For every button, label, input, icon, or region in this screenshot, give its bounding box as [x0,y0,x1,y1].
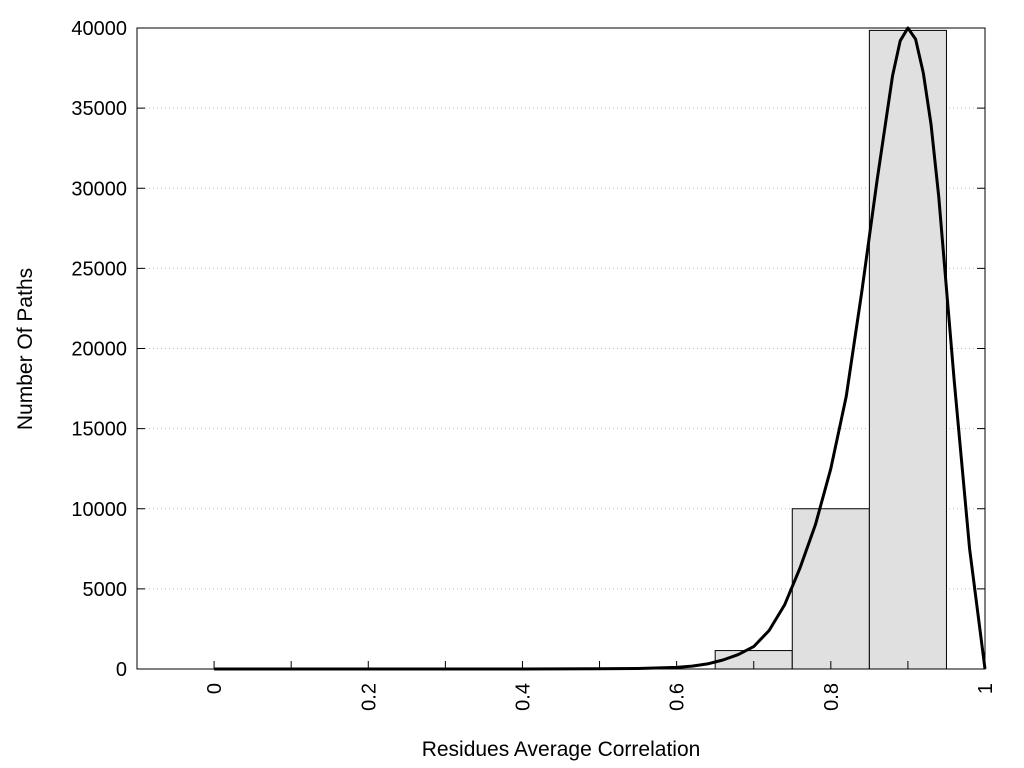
grid-lines [137,107,985,590]
x-tick-label: 0.2 [358,683,380,711]
y-axis-title: Number Of Paths [14,268,37,430]
y-tick-label: 5000 [83,579,128,601]
y-tick-label: 35000 [71,98,127,120]
y-tick-label: 15000 [71,419,127,441]
x-tick-label: 0.6 [667,683,689,711]
x-tick-label: 1 [975,683,997,694]
x-axis-title: Residues Average Correlation [422,738,701,761]
histogram-bars [714,29,947,670]
y-tick-label: 0 [116,659,127,681]
x-tick-label: 0.4 [512,683,534,711]
y-tick-label: 10000 [71,499,127,521]
y-tick-label: 40000 [71,18,127,40]
y-tick-label: 25000 [71,258,127,280]
x-tick-label: 0 [204,683,226,694]
axis-ticks [137,27,986,670]
histogram-bar-2 [868,29,947,670]
y-tick-label: 30000 [71,178,127,200]
tick-labels: 0 5000 10000 15000 20000 25000 30000 35000 40000… [71,18,997,711]
x-tick-label: 0.8 [821,683,843,711]
histogram-bar-1 [791,508,870,670]
y-tick-label: 20000 [71,339,127,361]
